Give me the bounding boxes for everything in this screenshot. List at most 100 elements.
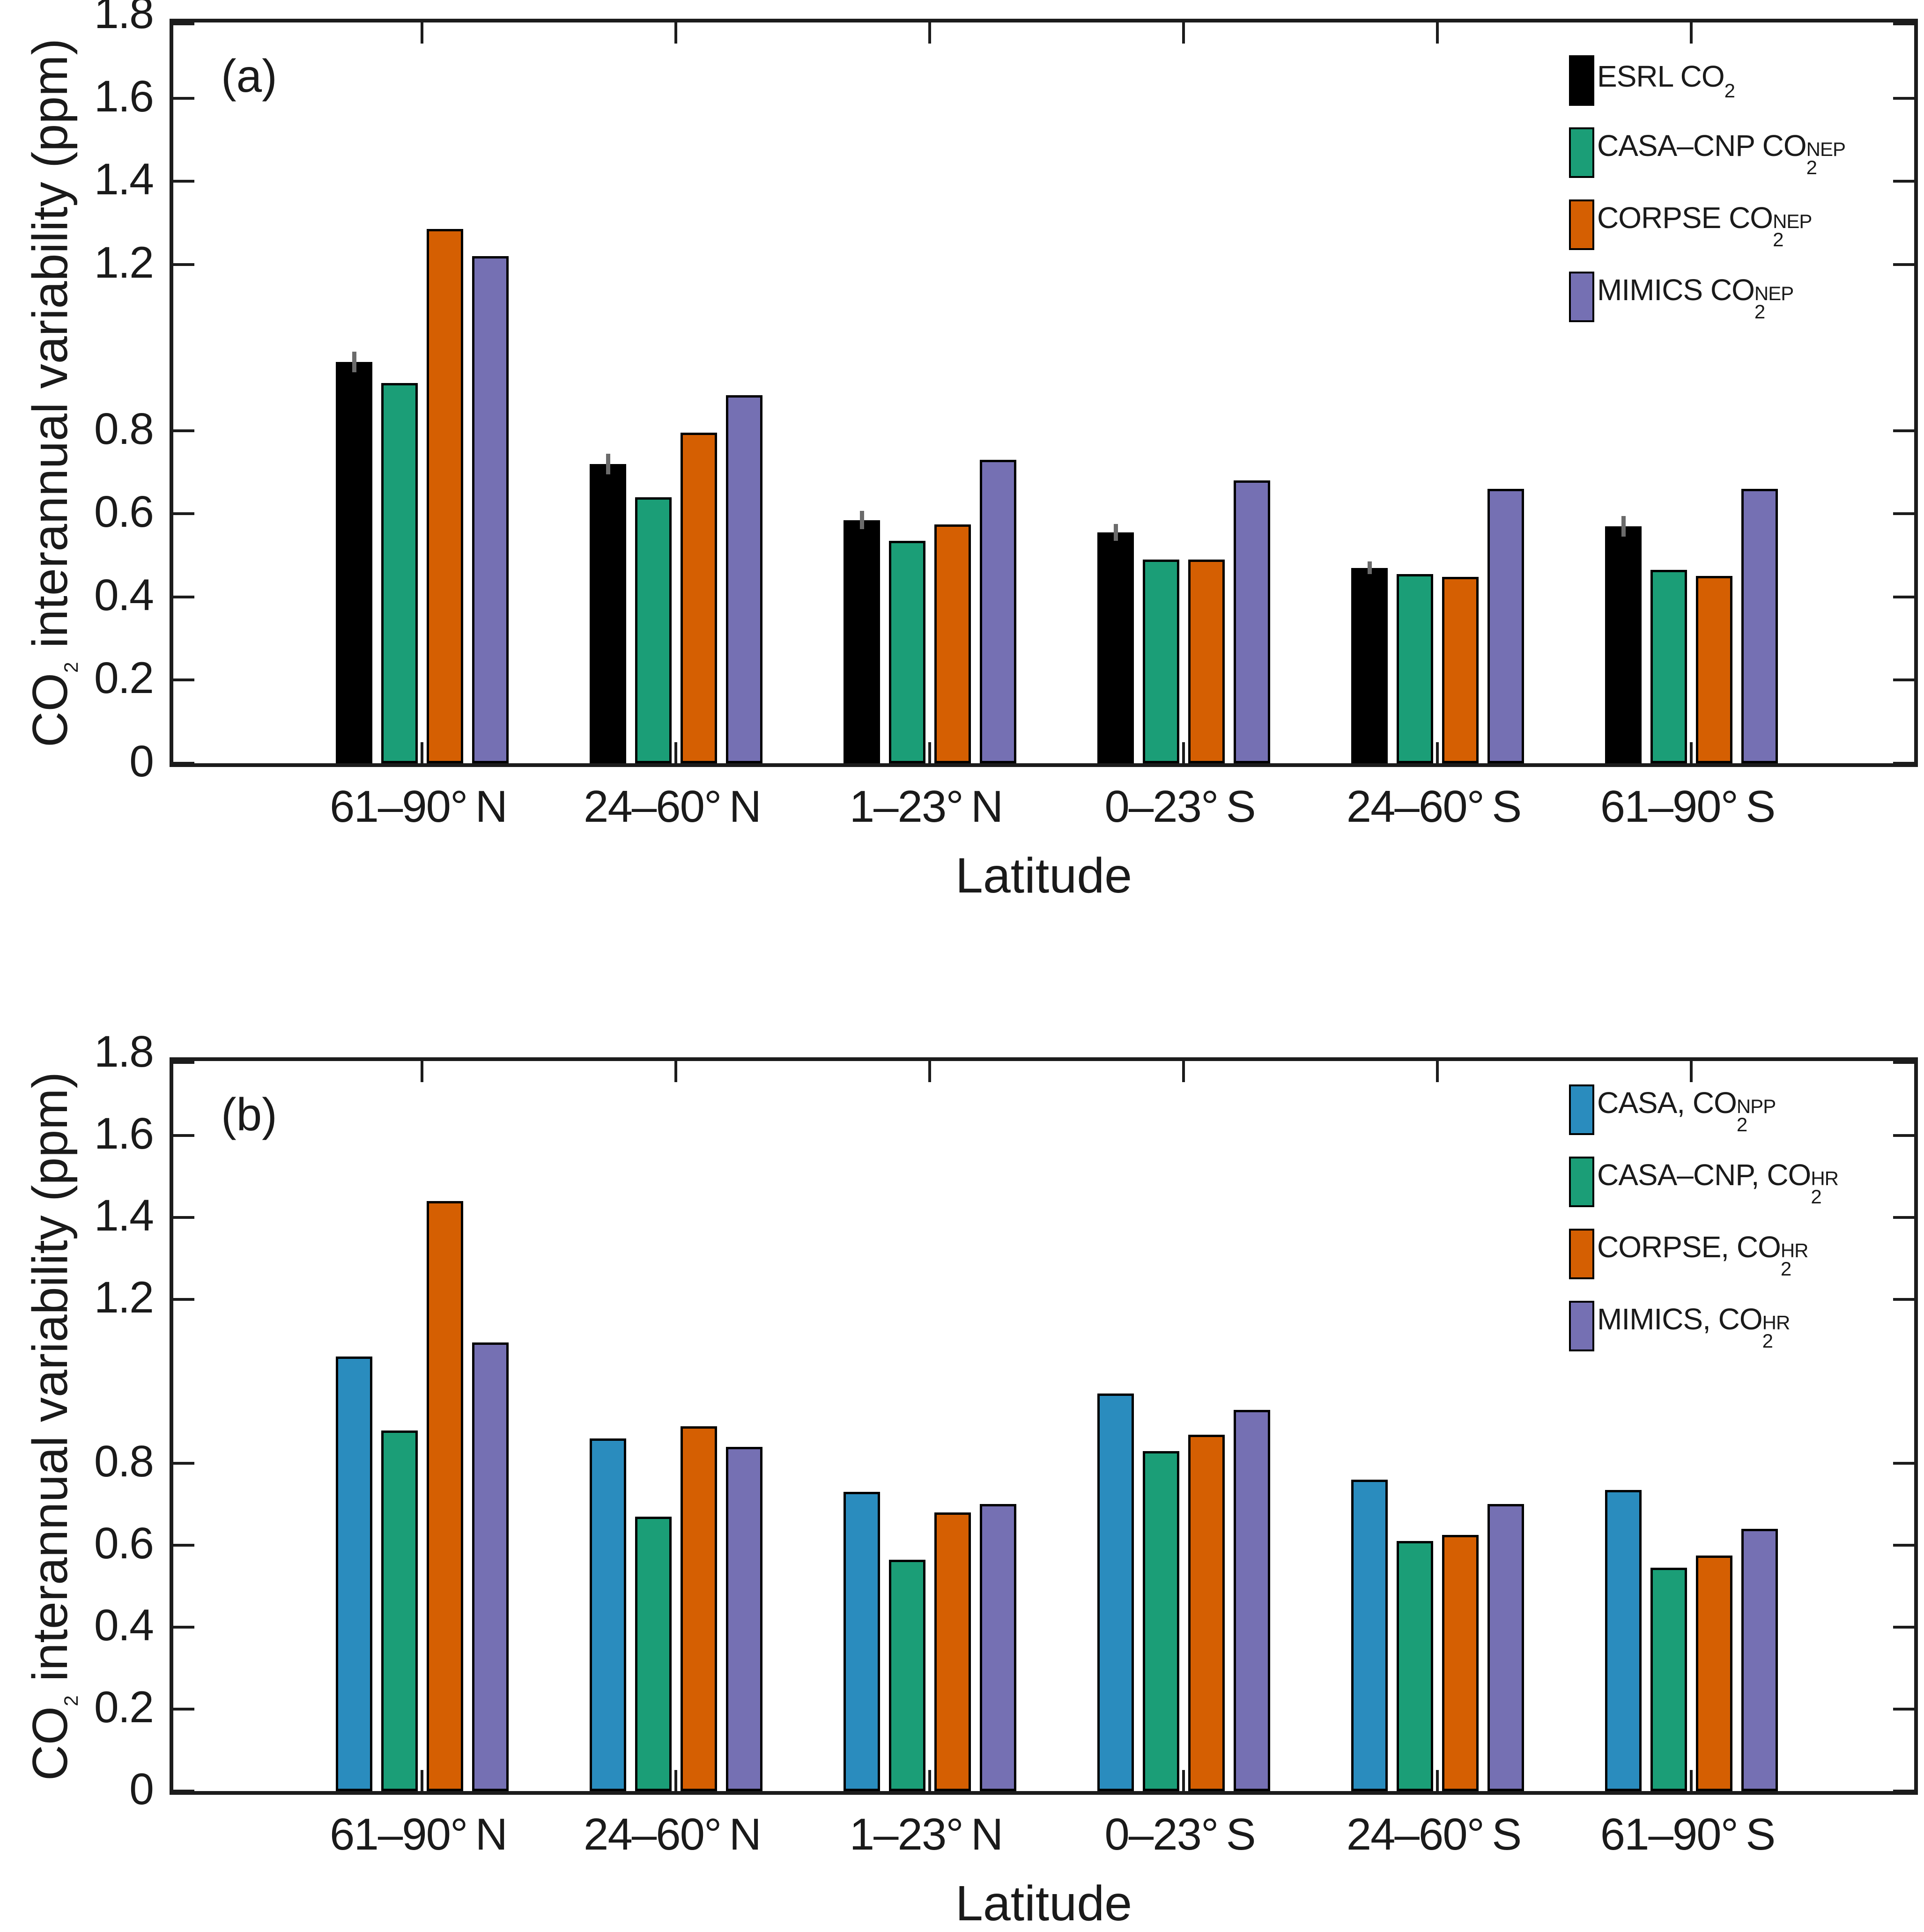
bar-green-group5 [1396,574,1433,763]
y-tick [173,1134,194,1137]
y-tick [1893,678,1914,682]
x-tick [421,1770,423,1791]
x-category-label: 1–23° N [849,782,1003,832]
y-tick [1893,595,1914,598]
y-tick [173,429,194,432]
bar-purple-group5 [1487,1504,1524,1791]
x-tick [1182,742,1185,763]
legend-swatch [1569,55,1594,106]
legend-label: CASA, CO NPP 2 [1597,1085,1776,1136]
y-tick-label: 1.8 [94,1027,154,1077]
y-tick [173,22,194,25]
bar-green-group1 [381,1431,418,1791]
legend-swatch [1569,272,1594,322]
y-tick [1893,429,1914,432]
legend: CASA, CO NPP 2 CASA–CNP, CO HR 2 CORPSE, CO HR 2… [1569,1084,1839,1373]
bar-purple-group3 [979,460,1016,763]
x-tick [421,742,423,763]
y-tick [173,1462,194,1465]
y-tick [1893,1216,1914,1219]
legend-swatch [1569,199,1594,250]
bar-orange-group1 [426,229,463,763]
x-tick [1436,742,1439,763]
plot-inner: (a) ESRL CO2 CASA–CNP CO NEP 2 CORPSE CO NEP 2 M… [173,22,1914,763]
y-tick-label: 0.6 [94,1519,154,1568]
bar-black-group3 [843,520,880,763]
bar-orange-group3 [934,524,971,763]
error-bar [352,352,356,372]
y-tick-label: 0 [129,737,154,786]
x-tick [1436,1061,1439,1082]
x-tick [928,742,931,763]
error-bar [606,454,610,474]
x-tick [1182,1770,1185,1791]
y-axis-label: CO2 interannual variability (ppm) [22,38,82,747]
legend-item: MIMICS CO NEP 2 [1569,272,1845,322]
y-tick [1893,1708,1914,1711]
y-tick-label: 0.6 [94,487,154,537]
plot-inner: (b) CASA, CO NPP 2 CASA–CNP, CO HR 2 CORPSE, CO… [173,1061,1914,1791]
x-tick [1690,22,1693,44]
y-tick [173,1061,194,1064]
bar-blue-group1 [335,1357,372,1791]
bar-purple-group6 [1741,1529,1778,1791]
y-tick [1893,1544,1914,1547]
x-tick [1182,1061,1185,1082]
legend-label: MIMICS, CO HR 2 [1597,1302,1790,1352]
bar-orange-group2 [680,433,717,763]
y-tick [173,595,194,598]
bar-blue-group3 [843,1492,880,1791]
y-tick-label: 0.4 [94,570,154,620]
legend-label: CORPSE, CO HR 2 [1597,1230,1809,1280]
bar-orange-group1 [426,1201,463,1791]
bar-purple-group6 [1741,489,1778,763]
y-tick [1893,1298,1914,1301]
bar-purple-group3 [979,1504,1016,1791]
bar-purple-group5 [1487,489,1524,763]
y-tick-label: 0 [129,1764,154,1814]
x-tick [421,1061,423,1082]
x-category-label: 0–23° S [1104,1809,1256,1859]
bar-black-group1 [335,362,372,763]
x-tick [1436,1770,1439,1791]
legend-swatch [1569,1229,1594,1279]
legend-swatch [1569,1157,1594,1207]
bar-green-group6 [1650,1568,1687,1791]
bar-green-group1 [381,383,418,763]
y-tick [173,263,194,266]
x-category-label: 24–60° S [1346,1809,1522,1859]
x-tick [674,22,677,44]
y-tick [173,512,194,516]
y-tick-label: 1.6 [94,1109,154,1158]
y-tick-label: 1.2 [94,1273,154,1322]
bar-black-group5 [1351,568,1388,763]
bar-green-group2 [635,497,672,763]
legend-label: CASA–CNP CO NEP 2 [1597,128,1846,179]
plot-area: (a) ESRL CO2 CASA–CNP CO NEP 2 CORPSE CO NEP 2 M… [170,19,1918,767]
error-bar [1621,516,1626,537]
y-tick [173,1626,194,1629]
y-tick-label: 0.8 [94,404,154,454]
x-axis-label: Latitude [955,1876,1132,1931]
legend-label: CORPSE CO NEP 2 [1597,200,1812,251]
bar-green-group6 [1650,570,1687,763]
y-tick [173,1298,194,1301]
bar-blue-group4 [1097,1394,1134,1791]
y-tick-label: 1.2 [94,237,154,288]
legend-swatch [1569,127,1594,178]
x-category-label: 24–60° S [1346,782,1522,832]
x-tick [1182,22,1185,44]
legend-swatch [1569,1301,1594,1351]
y-tick [173,96,194,100]
bar-orange-group6 [1695,1556,1732,1791]
y-tick-label: 1.4 [94,155,154,205]
bar-purple-group4 [1233,480,1270,763]
legend-swatch [1569,1084,1594,1135]
x-category-label: 61–90° S [1600,1809,1776,1859]
x-tick [928,1770,931,1791]
bar-green-group3 [888,541,925,763]
x-tick [674,1770,677,1791]
error-bar [859,511,864,529]
y-axis-label: CO2 interannual variability (ppm) [22,1071,82,1781]
panel-letter: (b) [221,1089,277,1140]
